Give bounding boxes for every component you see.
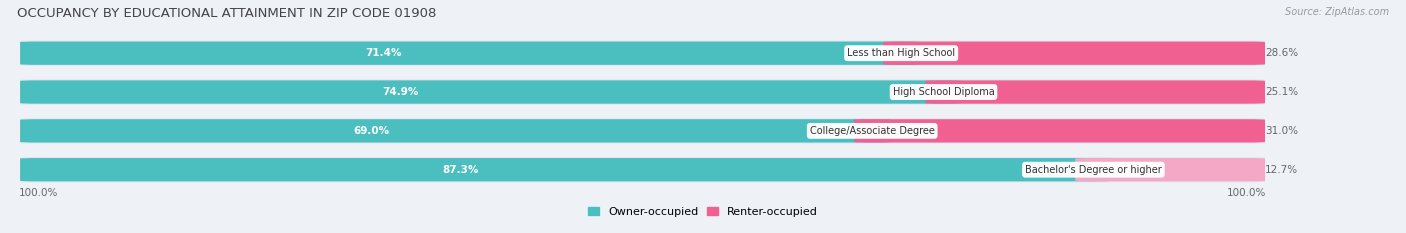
FancyBboxPatch shape <box>1076 158 1265 181</box>
FancyBboxPatch shape <box>20 41 1265 66</box>
Text: 69.0%: 69.0% <box>354 126 389 136</box>
Text: 12.7%: 12.7% <box>1265 165 1298 175</box>
Text: Less than High School: Less than High School <box>848 48 955 58</box>
FancyBboxPatch shape <box>20 41 920 65</box>
FancyBboxPatch shape <box>20 118 1265 144</box>
Text: College/Associate Degree: College/Associate Degree <box>810 126 935 136</box>
Text: OCCUPANCY BY EDUCATIONAL ATTAINMENT IN ZIP CODE 01908: OCCUPANCY BY EDUCATIONAL ATTAINMENT IN Z… <box>17 7 436 20</box>
Text: Source: ZipAtlas.com: Source: ZipAtlas.com <box>1285 7 1389 17</box>
FancyBboxPatch shape <box>20 80 962 104</box>
FancyBboxPatch shape <box>925 80 1265 104</box>
FancyBboxPatch shape <box>20 119 890 143</box>
Text: 31.0%: 31.0% <box>1265 126 1298 136</box>
FancyBboxPatch shape <box>853 119 1265 143</box>
FancyBboxPatch shape <box>20 157 1265 182</box>
FancyBboxPatch shape <box>883 41 1265 65</box>
Text: 100.0%: 100.0% <box>18 188 58 198</box>
Legend: Owner-occupied, Renter-occupied: Owner-occupied, Renter-occupied <box>583 202 823 221</box>
Text: 74.9%: 74.9% <box>382 87 419 97</box>
FancyBboxPatch shape <box>20 79 1265 105</box>
Text: High School Diploma: High School Diploma <box>893 87 994 97</box>
Text: 28.6%: 28.6% <box>1265 48 1298 58</box>
Text: 71.4%: 71.4% <box>366 48 402 58</box>
Text: 25.1%: 25.1% <box>1265 87 1298 97</box>
Text: 100.0%: 100.0% <box>1227 188 1267 198</box>
FancyBboxPatch shape <box>20 158 1112 181</box>
Text: Bachelor's Degree or higher: Bachelor's Degree or higher <box>1025 165 1161 175</box>
Text: 87.3%: 87.3% <box>441 165 478 175</box>
